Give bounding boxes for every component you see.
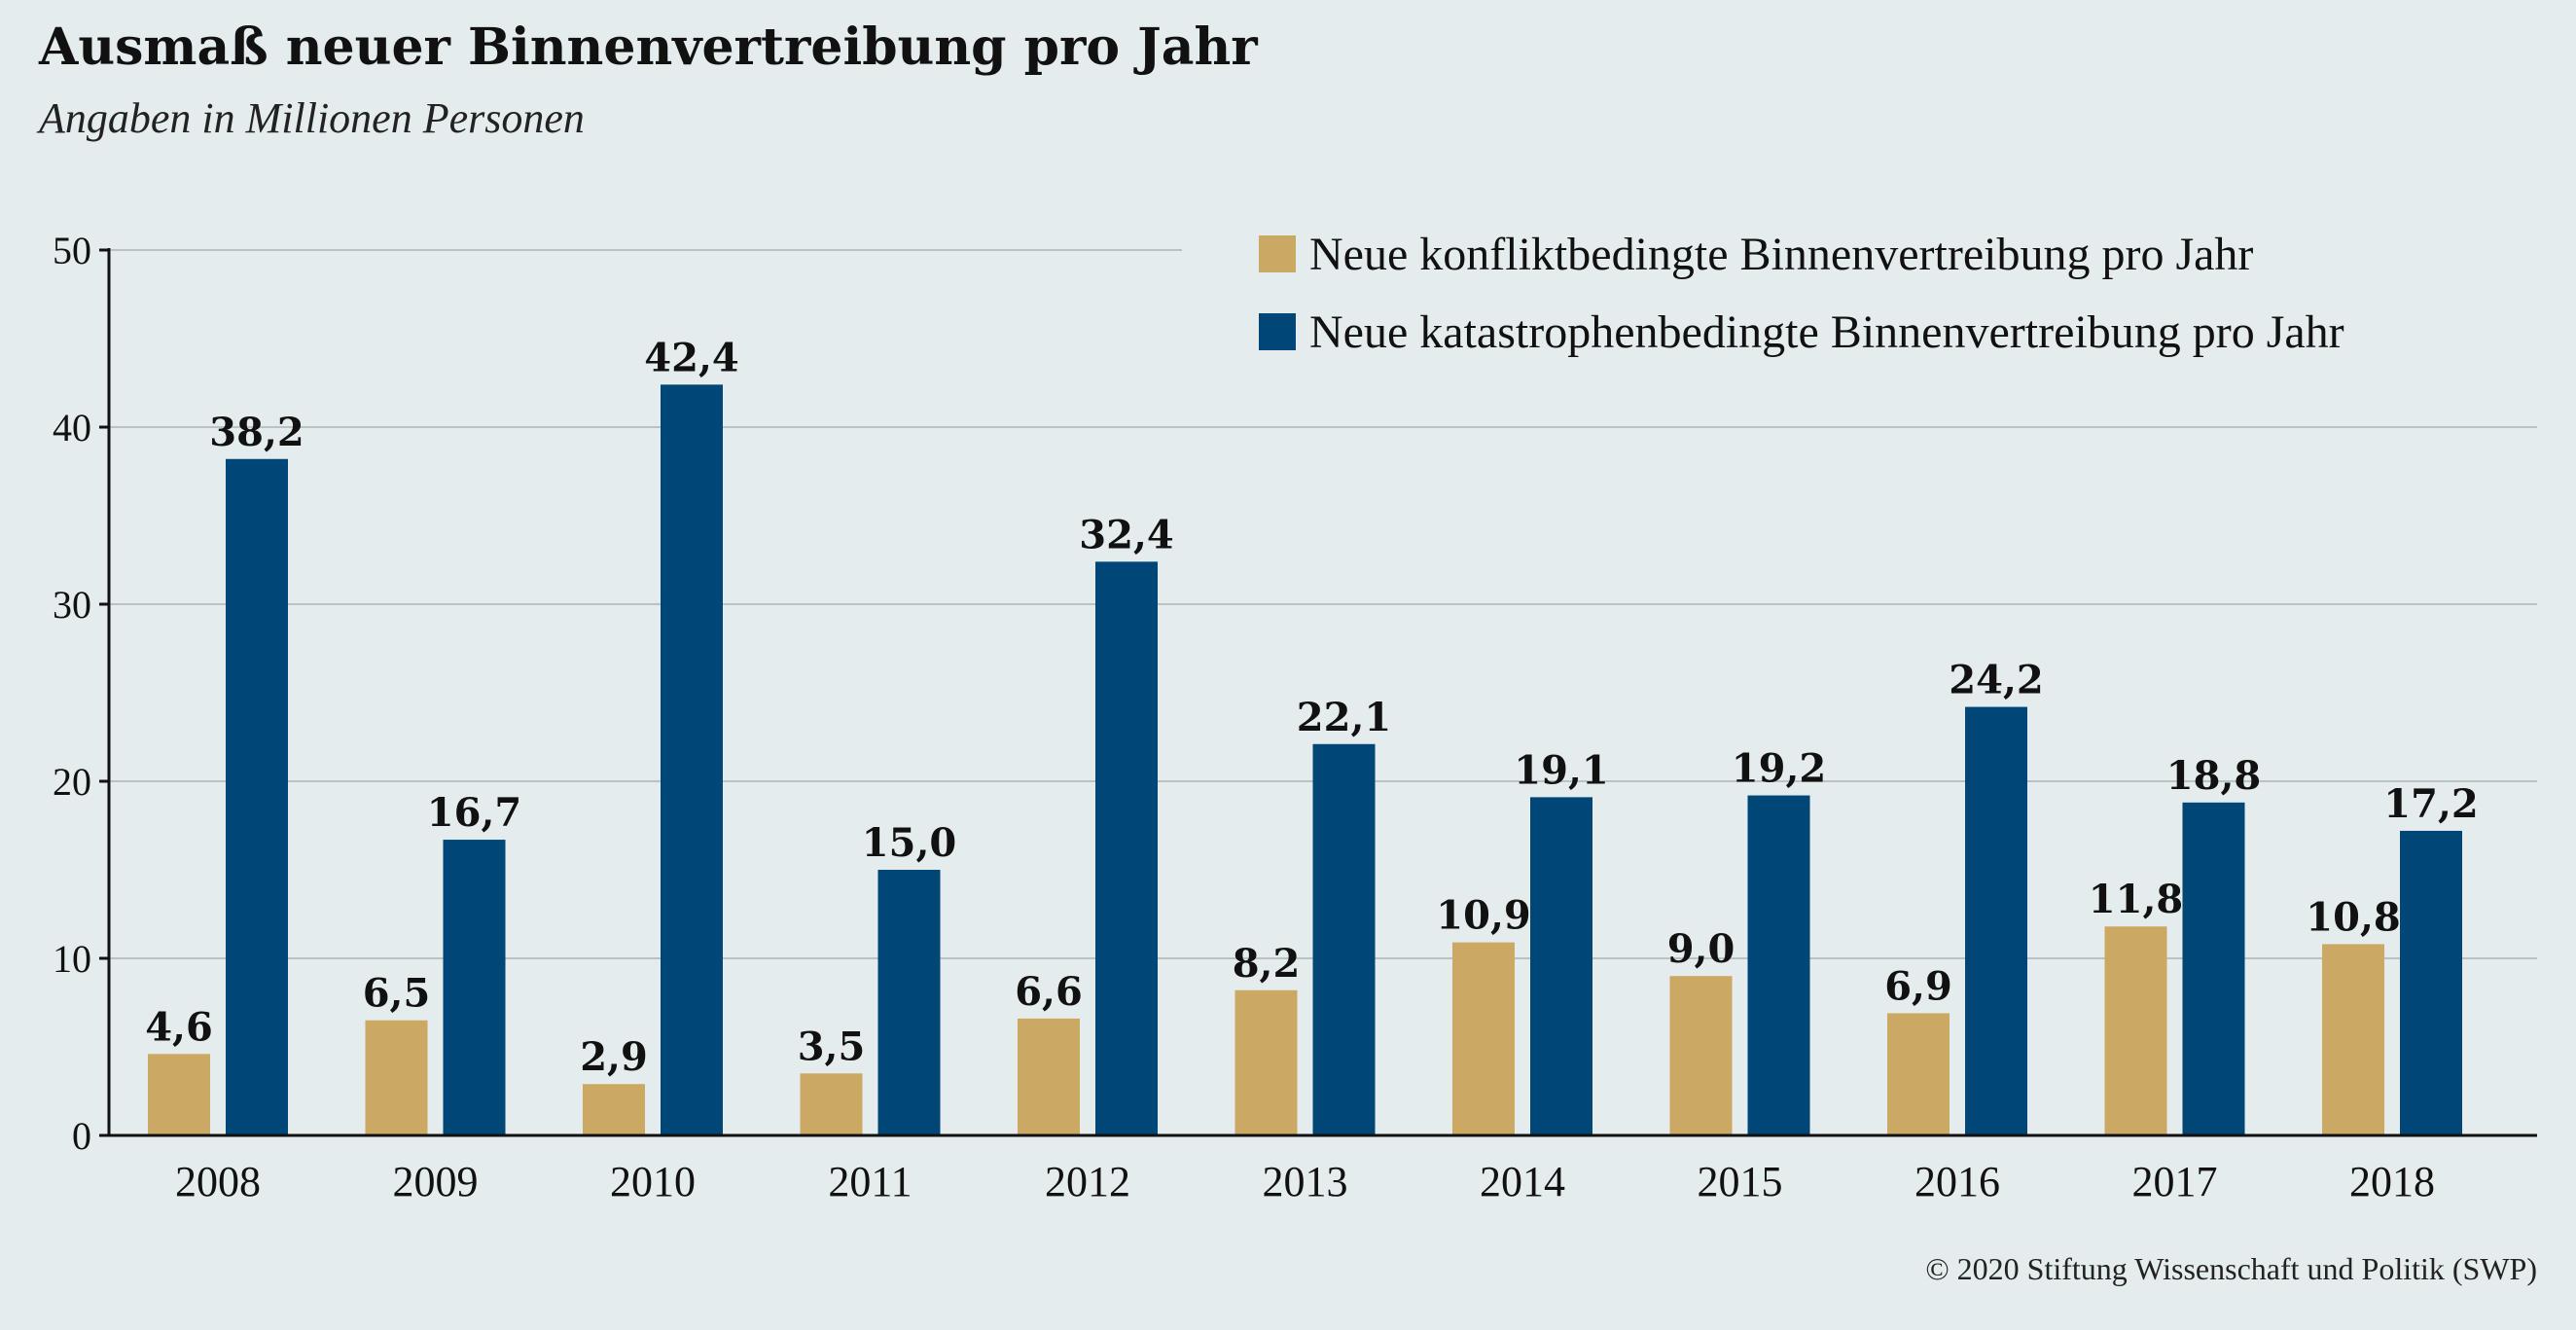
data-label: 2,9: [580, 1034, 648, 1080]
data-label: 15,0: [862, 820, 956, 866]
legend-swatch-conflict: [1259, 235, 1296, 272]
data-label: 10,9: [1436, 893, 1530, 939]
data-label: 16,7: [427, 790, 521, 836]
data-label: 32,4: [1079, 512, 1173, 557]
bar-conflict: [1234, 989, 1298, 1135]
data-label: 11,8: [2089, 877, 2183, 922]
data-label: 6,5: [363, 971, 431, 1017]
chart-subtitle: Angaben in Millionen Personen: [39, 94, 585, 142]
bar-disaster: [2400, 830, 2462, 1135]
data-label: 19,1: [1514, 747, 1608, 793]
y-tick-label: 50: [53, 229, 91, 272]
data-label: 8,2: [1233, 941, 1301, 987]
bar-conflict: [800, 1073, 863, 1135]
x-tick-label: 2012: [1045, 1158, 1130, 1205]
bar-disaster: [1312, 743, 1376, 1135]
bar-conflict: [1452, 942, 1515, 1135]
bar-disaster: [877, 870, 941, 1135]
data-label: 22,1: [1297, 695, 1391, 740]
data-label: 42,4: [644, 335, 738, 380]
bar-disaster: [2182, 802, 2245, 1135]
bar-disaster: [1095, 561, 1158, 1135]
x-tick-label: 2014: [1480, 1158, 1565, 1205]
x-tick-label: 2011: [828, 1158, 912, 1205]
x-tick-label: 2010: [610, 1158, 696, 1205]
chart-title: Ausmaß neuer Binnenvertreibung pro Jahr: [39, 18, 1258, 77]
copyright-note: © 2020 Stiftung Wissenschaft und Politik…: [1925, 1251, 2537, 1286]
y-tick-label: 20: [53, 760, 91, 804]
bar-conflict: [1887, 1013, 1950, 1135]
bar-conflict: [365, 1020, 428, 1135]
data-label: 9,0: [1667, 926, 1735, 972]
bar-conflict: [1018, 1018, 1080, 1135]
legend-swatch-disaster: [1259, 313, 1296, 350]
bar-conflict: [1669, 976, 1733, 1135]
data-label: 4,6: [145, 1004, 213, 1050]
y-tick-label: 10: [53, 937, 91, 981]
x-tick-label: 2015: [1698, 1158, 1783, 1205]
bar-conflict: [2104, 926, 2167, 1135]
data-label: 10,8: [2306, 894, 2400, 940]
bar-disaster: [1530, 797, 1592, 1135]
x-tick-label: 2013: [1263, 1158, 1348, 1205]
x-tick-label: 2016: [1914, 1158, 2000, 1205]
y-tick-label: 0: [72, 1114, 91, 1158]
x-tick-label: 2017: [2132, 1158, 2218, 1205]
legend-label: Neue katastrophenbedingte Binnenvertreib…: [1309, 306, 2344, 358]
bar-disaster: [1965, 706, 2027, 1135]
data-label: 17,2: [2383, 781, 2478, 827]
bar-disaster: [1747, 795, 1810, 1135]
data-label: 6,6: [1015, 969, 1083, 1015]
bar-disaster: [443, 840, 506, 1135]
data-label: 18,8: [2166, 753, 2261, 799]
data-label: 24,2: [1949, 658, 2043, 703]
x-tick-label: 2008: [175, 1158, 261, 1205]
y-tick-label: 40: [53, 406, 91, 449]
bar-conflict: [2322, 944, 2384, 1135]
bar-conflict: [148, 1054, 210, 1135]
bar-disaster: [226, 458, 288, 1135]
x-tick-label: 2018: [2349, 1158, 2435, 1205]
data-label: 19,2: [1732, 746, 1826, 792]
y-tick-label: 30: [53, 583, 91, 627]
bar-conflict: [583, 1084, 645, 1135]
data-label: 38,2: [209, 410, 304, 455]
bar-disaster: [661, 384, 723, 1135]
legend-label: Neue konfliktbedingte Binnenvertreibung …: [1309, 229, 2253, 280]
data-label: 3,5: [798, 1024, 866, 1069]
x-tick-label: 2009: [393, 1158, 479, 1205]
data-label: 6,9: [1884, 963, 1952, 1009]
